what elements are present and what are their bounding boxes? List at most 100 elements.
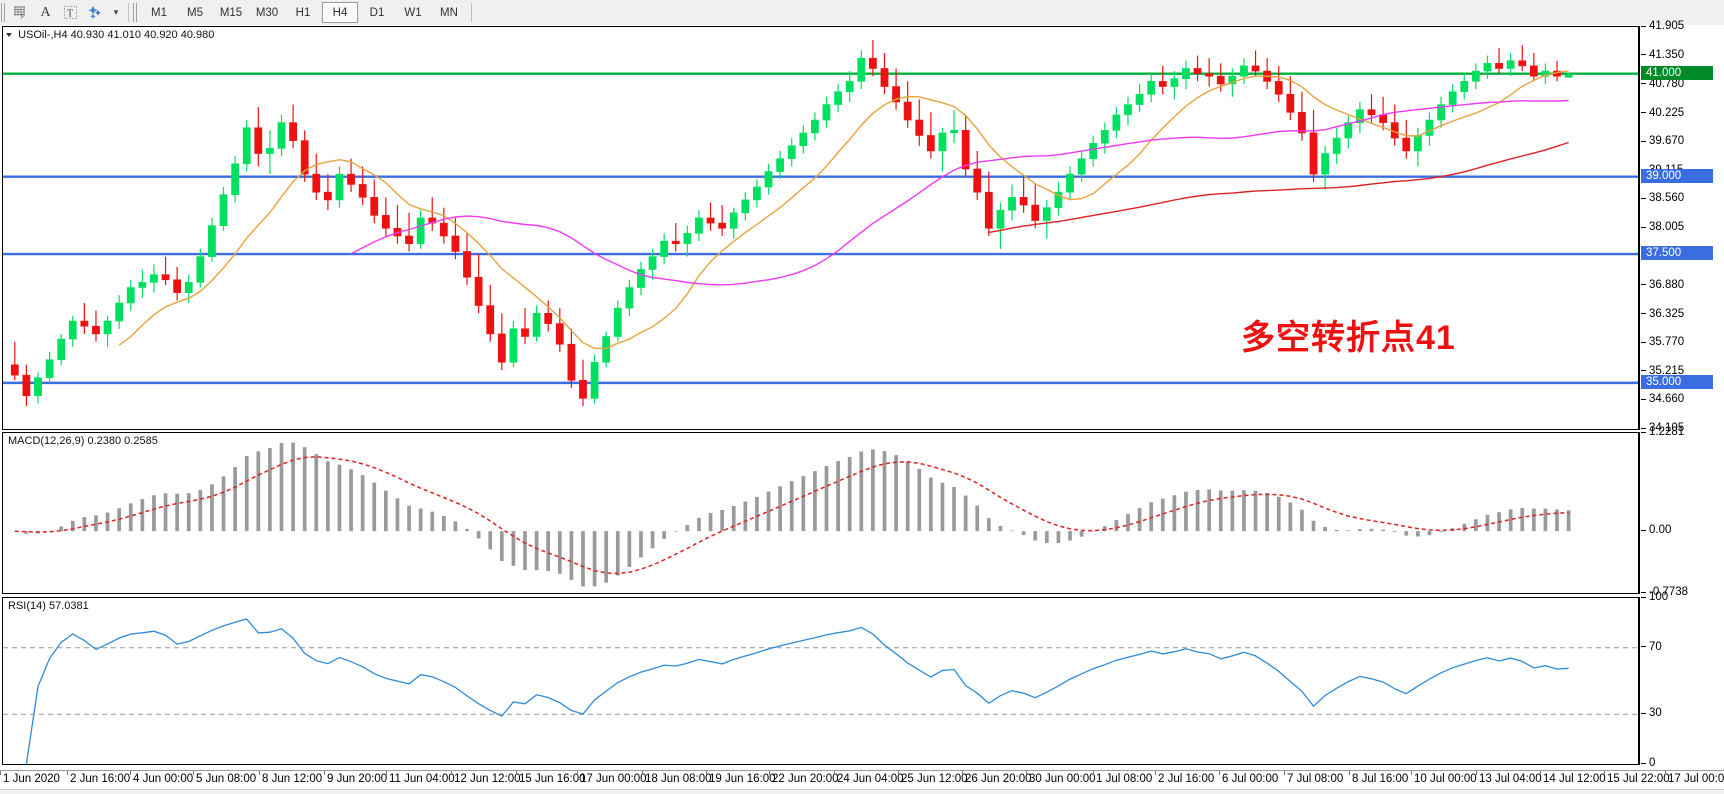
- price-y-axis[interactable]: 41.90541.35040.78040.22539.67039.11538.5…: [1641, 20, 1724, 434]
- period-w1[interactable]: W1: [404, 6, 422, 19]
- axis-tick: 34.105: [1641, 422, 1684, 434]
- period-h4[interactable]: H4: [322, 2, 358, 23]
- time-tick-mark: [1540, 771, 1541, 775]
- time-tick-mark: [706, 771, 707, 775]
- toolbar-separator: [128, 3, 129, 22]
- period-toolbar-grip[interactable]: [133, 3, 138, 22]
- period-m30[interactable]: M30: [255, 6, 279, 19]
- axis-tick: 35.770: [1641, 336, 1684, 348]
- crosshair-grid-icon[interactable]: F: [8, 2, 33, 24]
- time-axis-label: 2 Jul 16:00: [1158, 773, 1215, 785]
- time-axis-label: 15 Jul 22:00: [1607, 773, 1670, 785]
- time-tick-mark: [1665, 771, 1666, 775]
- time-tick-mark: [642, 771, 643, 775]
- axis-tick: 40.780: [1641, 78, 1684, 90]
- status-bar: [0, 789, 1724, 794]
- time-tick-mark: [0, 771, 1, 775]
- time-axis-label: 14 Jul 12:00: [1543, 773, 1606, 785]
- collapse-icon[interactable]: [6, 33, 12, 37]
- axis-tick: 41.350: [1641, 49, 1684, 61]
- text-box-icon[interactable]: T: [58, 2, 83, 24]
- rsi-plot[interactable]: [3, 598, 1638, 764]
- axis-tick: 41.905: [1641, 20, 1684, 32]
- rsi-axis-line: [1639, 597, 1640, 765]
- time-tick-mark: [898, 771, 899, 775]
- axis-tick: 38.560: [1641, 192, 1684, 204]
- price-tag-41000: 41.000: [1641, 65, 1713, 80]
- toolbar-grip[interactable]: [1, 3, 6, 22]
- time-axis-label: 15 Jun 16:00: [519, 773, 586, 785]
- time-tick-mark: [259, 771, 260, 775]
- time-tick-mark: [67, 771, 68, 775]
- macd-axis-line: [1639, 432, 1640, 594]
- time-axis-label: 4 Jun 00:00: [133, 773, 194, 785]
- time-axis-label: 8 Jul 16:00: [1352, 773, 1409, 785]
- time-axis-label: 26 Jun 20:00: [965, 773, 1032, 785]
- period-m5[interactable]: M5: [187, 6, 203, 19]
- period-d1[interactable]: D1: [369, 6, 385, 19]
- time-tick-mark: [769, 771, 770, 775]
- price-tag-35000: 35.000: [1641, 374, 1713, 389]
- axis-tick: 39.670: [1641, 135, 1684, 147]
- price-pane[interactable]: USOil-,H4 40.930 41.010 40.920 40.980 多空…: [2, 26, 1639, 430]
- macd-plot[interactable]: [3, 433, 1638, 593]
- period-m15[interactable]: M15: [219, 6, 243, 19]
- rsi-y-axis[interactable]: 100 70 30 0: [1641, 591, 1724, 769]
- axis-tick: -0.7738: [1641, 586, 1688, 598]
- time-axis-label: 18 Jun 08:00: [645, 773, 712, 785]
- time-axis-label: 8 Jun 12:00: [262, 773, 323, 785]
- axis-tick: 36.325: [1641, 308, 1684, 320]
- axis-tick: 35.215: [1641, 365, 1684, 377]
- svg-text:F: F: [21, 15, 25, 20]
- time-axis-label: 19 Jun 16:00: [709, 773, 776, 785]
- price-plot[interactable]: [3, 27, 1638, 429]
- chart-annotation: 多空转折点41: [1241, 319, 1456, 357]
- time-tick-mark: [324, 771, 325, 775]
- time-tick-mark: [516, 771, 517, 775]
- time-tick-mark: [130, 771, 131, 775]
- time-tick-mark: [1284, 771, 1285, 775]
- macd-pane[interactable]: MACD(12,26,9) 0.2380 0.2585: [2, 432, 1639, 594]
- axis-tick: 30: [1641, 707, 1662, 719]
- toolbar-separator-2: [471, 3, 472, 22]
- axis-tick: 0.00: [1641, 524, 1671, 536]
- period-mn[interactable]: MN: [440, 6, 458, 19]
- period-h1[interactable]: H1: [295, 6, 311, 19]
- dropdown-arrow-icon[interactable]: ▾: [113, 7, 119, 17]
- time-axis-label: 25 Jun 12:00: [901, 773, 968, 785]
- time-axis-label: 2 Jun 16:00: [70, 773, 131, 785]
- time-tick-mark: [1476, 771, 1477, 775]
- time-tick-mark: [1604, 771, 1605, 775]
- time-axis-label: 5 Jun 08:00: [196, 773, 257, 785]
- price-tag-37500: 37.500: [1641, 246, 1713, 261]
- axis-tick: 0: [1641, 757, 1655, 769]
- time-tick-mark: [1093, 771, 1094, 775]
- rsi-layer: [3, 618, 1638, 764]
- time-tick-mark: [386, 771, 387, 775]
- text-label-icon[interactable]: A: [40, 4, 51, 20]
- time-tick-mark: [1349, 771, 1350, 775]
- time-tick-mark: [577, 771, 578, 775]
- time-axis-label: 9 Jun 20:00: [327, 773, 388, 785]
- axis-tick: 70: [1641, 641, 1662, 653]
- time-axis-label: 22 Jun 20:00: [772, 773, 839, 785]
- axis-tick: 40.225: [1641, 107, 1684, 119]
- macd-y-axis[interactable]: 1.2281 0.00 -0.7738: [1641, 426, 1724, 598]
- time-axis-label: 1 Jun 2020: [3, 773, 60, 785]
- toolbar: F A T ▾ M1 M5 M15 M30 H1 H4 D1 W1 MN: [0, 0, 1724, 26]
- price-axis-line: [1639, 26, 1640, 430]
- time-tick-mark: [1155, 771, 1156, 775]
- price-pane-label: USOil-,H4 40.930 41.010 40.920 40.980: [6, 29, 214, 41]
- time-axis[interactable]: 1 Jun 2020 2 Jun 16:00 4 Jun 00:00 5 Jun 08…: [0, 770, 1724, 790]
- macd-pane-label: MACD(12,26,9) 0.2380 0.2585: [8, 435, 158, 447]
- objects-icon[interactable]: [83, 2, 108, 24]
- time-axis-label: 12 Jun 12:00: [454, 773, 521, 785]
- time-axis-label: 10 Jul 00:00: [1414, 773, 1477, 785]
- rsi-pane[interactable]: RSI(14) 57.0381: [2, 597, 1639, 765]
- time-axis-label: 24 Jun 04:00: [837, 773, 904, 785]
- period-m1[interactable]: M1: [151, 6, 167, 19]
- time-tick-mark: [962, 771, 963, 775]
- time-tick-mark: [1026, 771, 1027, 775]
- chart-frame: USOil-,H4 40.930 41.010 40.920 40.980 多空…: [0, 20, 1724, 793]
